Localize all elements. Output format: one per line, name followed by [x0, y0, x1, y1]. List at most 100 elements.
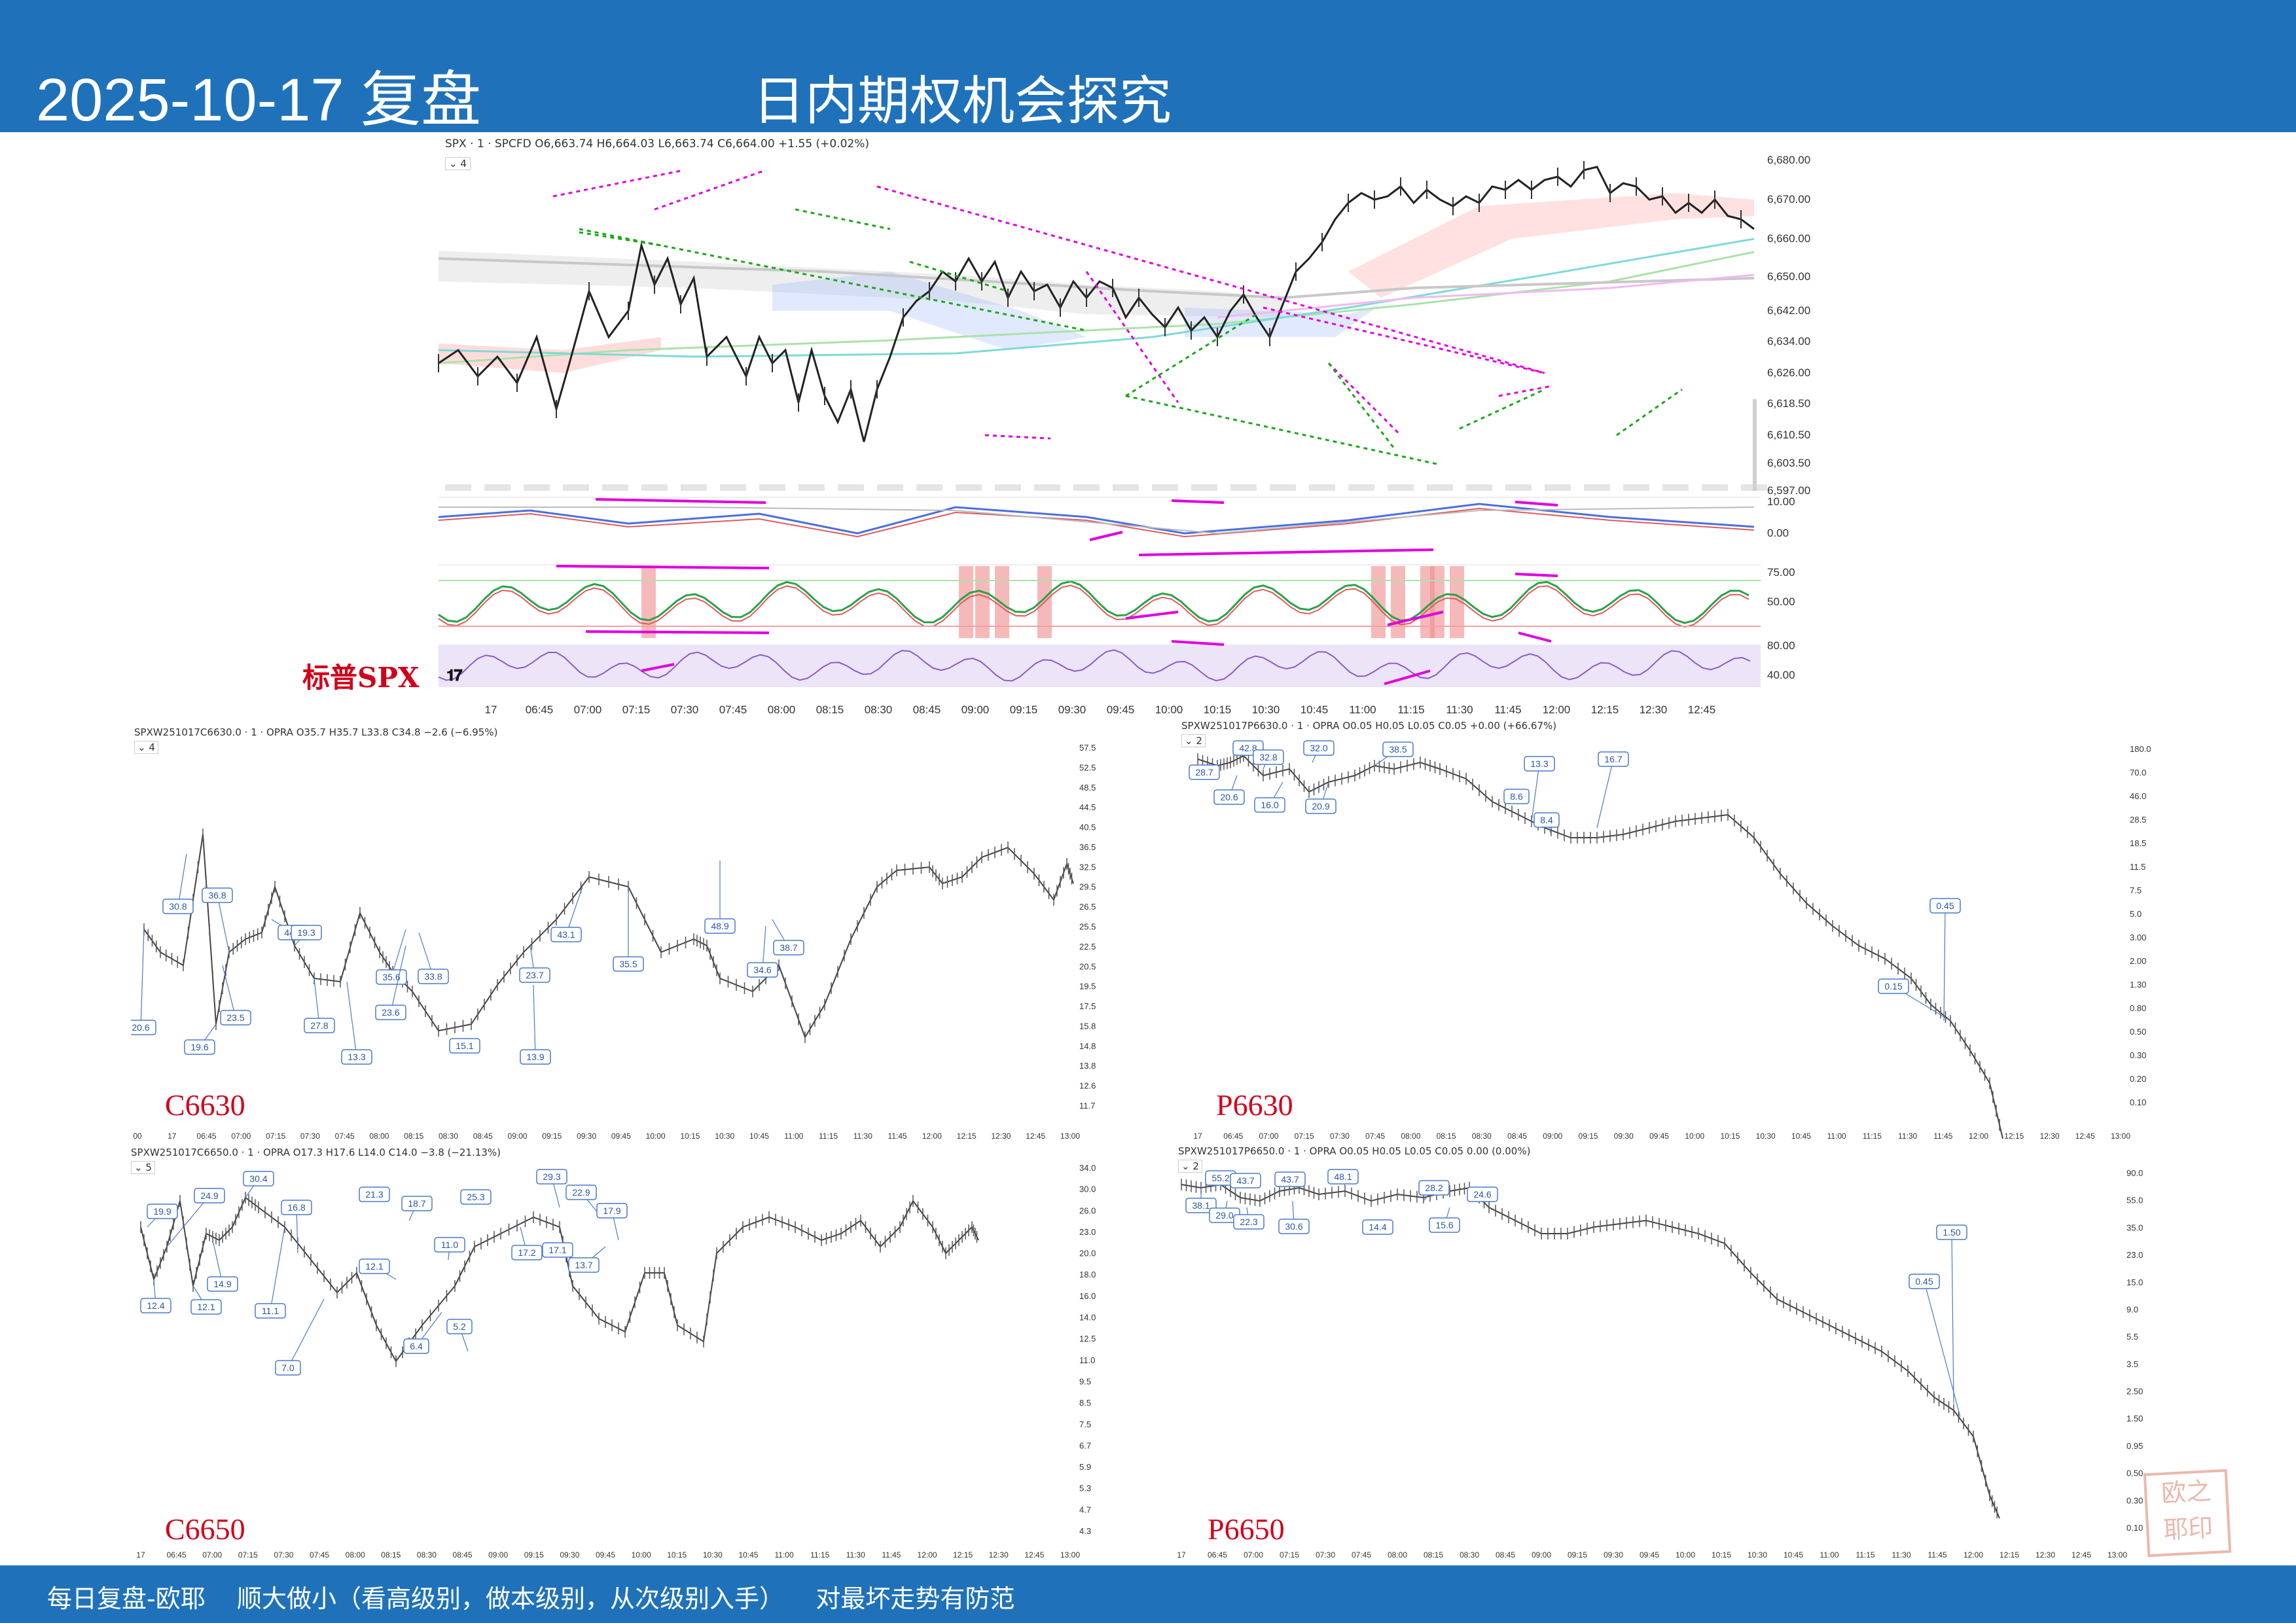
y-tick: 17.5 [1079, 1001, 1096, 1011]
x-tick: 12:45 [2072, 1550, 2091, 1560]
spx-price-tick: 6,618.50 [1767, 397, 1810, 410]
y-tick: 48.5 [1079, 783, 1096, 793]
callout-box [1467, 1186, 1498, 1202]
spx-volume-bar [524, 484, 550, 491]
header-bar: 2025-10-17 复盘 日内期权机会探究 [0, 0, 2296, 134]
y-tick: 22.5 [1079, 942, 1096, 952]
x-tick: 11:00 [784, 1132, 803, 1141]
c6630-chart: 57.5 52.5 48.5 44.5 40.5 36.5 32.5 29.5 26.5 25.5… [131, 743, 1096, 1141]
x-tick: 08:00 [346, 1550, 365, 1560]
callout-leader [270, 1226, 285, 1311]
spx-volume-bar [681, 484, 707, 491]
callout-label: 25.3 [467, 1192, 484, 1202]
spx-volume-bar [1662, 484, 1689, 491]
spx-ma-line [438, 238, 1755, 358]
p6650-indicator-toggle[interactable]: ⌄ 2 [1178, 1160, 1202, 1173]
spx-volume-bar [1545, 484, 1571, 491]
spx-volume-bar [1505, 484, 1532, 491]
spx-time-tick: 10:15 [1204, 704, 1232, 716]
x-tick: 11:15 [1863, 1132, 1882, 1141]
callout-box [1254, 797, 1285, 813]
x-tick: 17 [168, 1132, 177, 1141]
spx-trendline [909, 260, 1009, 293]
spx-rsi-tick: 40.00 [1767, 669, 1795, 681]
x-tick: 10:00 [1685, 1132, 1704, 1141]
callout-box [255, 1303, 286, 1319]
spx-indicator-toggle[interactable]: ⌄ 4 [445, 157, 471, 170]
x-tick: 09:15 [1579, 1132, 1598, 1141]
callout-box [1327, 1169, 1359, 1185]
spx-divergence-line [1171, 499, 1225, 504]
x-tick: 08:45 [1496, 1550, 1515, 1560]
c6650-indicator-toggle[interactable]: ⌄ 5 [131, 1161, 155, 1174]
x-tick: 11:30 [1892, 1550, 1910, 1560]
signature-seal: 欧之 耶印 [2143, 1469, 2232, 1558]
review-date: 2025-10-17 复盘 [36, 67, 482, 134]
callout-label: 42.8 [1239, 743, 1257, 753]
x-tick: 10:15 [667, 1550, 687, 1560]
spx-volume-bar [877, 484, 903, 491]
spx-overbought-zone [1391, 566, 1405, 638]
x-tick: 06:45 [1208, 1550, 1227, 1560]
x-tick: 10:45 [738, 1550, 758, 1560]
spx-volume-bar [798, 484, 825, 491]
y-tick: 14.0 [1079, 1313, 1096, 1323]
callout-box [1233, 1214, 1265, 1230]
callout-label: 19.6 [190, 1042, 208, 1052]
callout-box [1230, 1173, 1261, 1188]
spx-trendline [654, 169, 766, 211]
spx-time-tick: 09:30 [1058, 704, 1086, 716]
spx-red-band [1348, 193, 1754, 298]
x-tick: 11:45 [882, 1550, 901, 1560]
spx-divergence-line [1089, 531, 1123, 541]
y-tick: 18.0 [1079, 1270, 1096, 1279]
callout-box [519, 967, 550, 983]
spx-price-tick: 6,626.00 [1767, 366, 1810, 379]
y-tick: 12.6 [1079, 1081, 1096, 1091]
callout-box [773, 940, 804, 955]
x-tick: 00 [133, 1132, 142, 1141]
x-tick: 17 [136, 1550, 145, 1560]
x-tick: 07:00 [1244, 1550, 1263, 1560]
x-tick: 08:15 [1424, 1550, 1443, 1560]
y-tick: 40.5 [1079, 823, 1096, 832]
callout-label: 23.5 [226, 1012, 244, 1023]
x-tick: 07:00 [231, 1132, 251, 1141]
callout-box [704, 918, 736, 934]
callout-box [1429, 1217, 1460, 1233]
spx-time-tick: 07:30 [671, 704, 699, 716]
spx-volume-bar [1113, 484, 1139, 491]
callout-label: 20.9 [1312, 801, 1329, 812]
callout-label: 21.3 [365, 1189, 383, 1200]
callout-box [376, 969, 407, 985]
callout-box [275, 1360, 301, 1376]
spx-volume-bar [1753, 399, 1757, 491]
callout-box [291, 925, 322, 940]
callout-label: 24.9 [200, 1190, 218, 1201]
callout-label: 29.3 [543, 1171, 560, 1182]
y-tick: 2.00 [2130, 956, 2146, 966]
spx-volume-bar [1034, 484, 1060, 491]
spx-time-tick: 12:00 [1543, 704, 1571, 716]
callout-label: 13.9 [526, 1052, 544, 1062]
callout-box [1534, 812, 1560, 828]
callout-box [449, 1038, 480, 1054]
spx-label: 标普SPX [302, 662, 420, 694]
spx-divergence-line [1518, 632, 1552, 643]
spx-trendline [1327, 363, 1395, 449]
p6630-indicator-toggle[interactable]: ⌄ 2 [1181, 734, 1206, 747]
spx-volume-bar [995, 484, 1021, 491]
x-tick: 13:00 [1060, 1550, 1080, 1560]
spx-trendline [1125, 313, 1257, 397]
c6630-indicator-toggle[interactable]: ⌄ 4 [134, 741, 158, 754]
spx-divergence-line [1125, 611, 1179, 620]
spx-overbought-zone [975, 566, 990, 638]
y-tick: 35.0 [2126, 1222, 2143, 1232]
callout-box [596, 1203, 628, 1219]
spx-volume-bar [1191, 484, 1217, 491]
x-tick: 08:00 [1388, 1550, 1407, 1560]
x-tick: 09:00 [1532, 1550, 1551, 1560]
callout-box [131, 1020, 156, 1035]
x-tick: 12:45 [2075, 1132, 2095, 1141]
footer-text: 每日复盘-欧耶 顺大做小（看高级别，做本级别，从次级别入手） 对最坏走势有防范 [47, 1584, 1015, 1613]
